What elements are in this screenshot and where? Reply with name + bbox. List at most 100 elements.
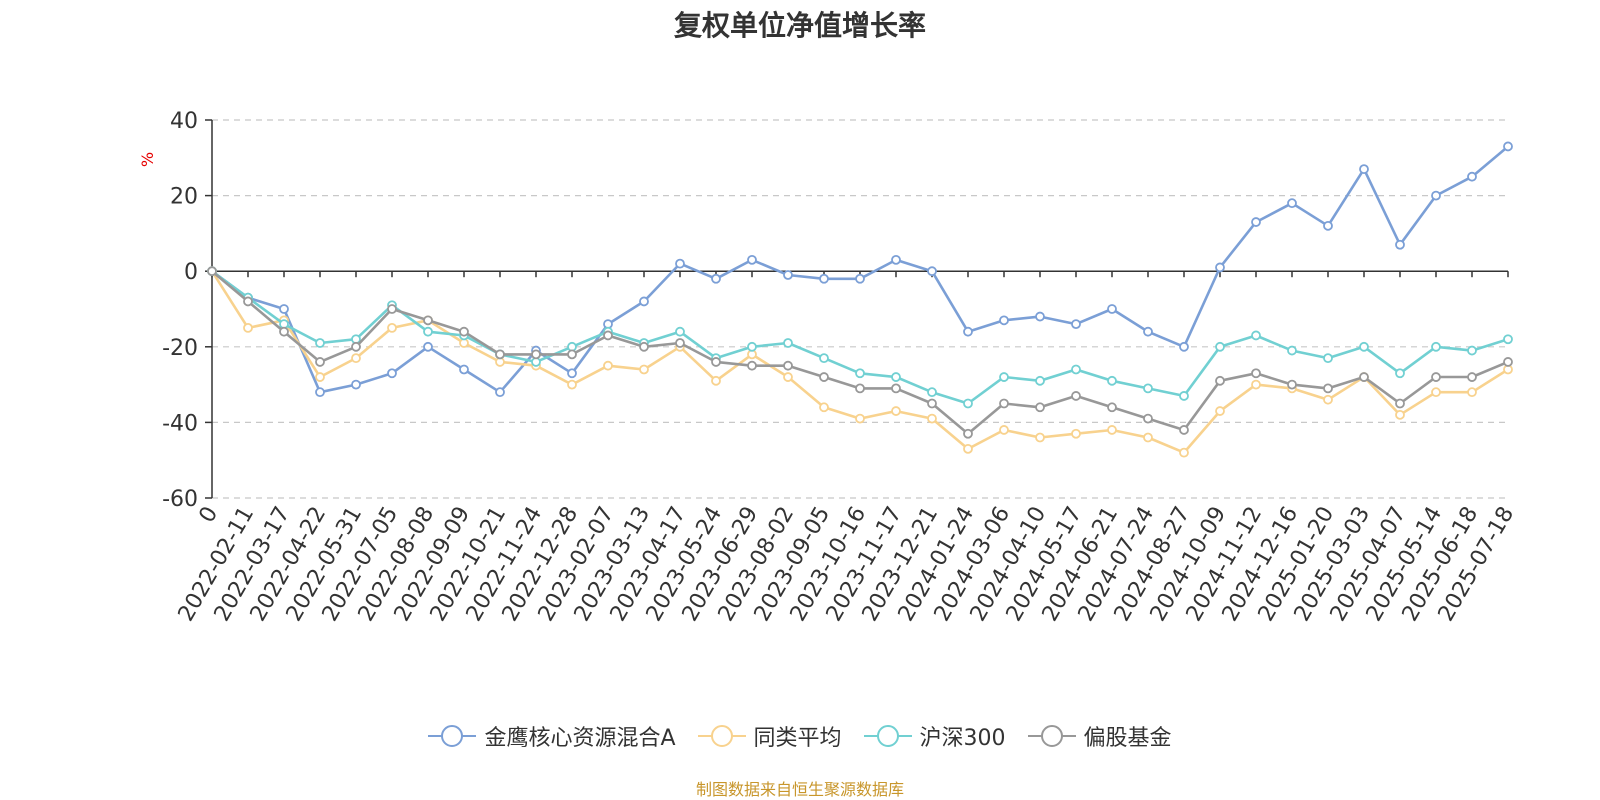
data-point [1071,391,1081,401]
data-point [531,349,541,360]
data-point [351,353,361,364]
data-point [855,273,865,284]
axes [205,119,1509,499]
data-point [1107,425,1117,435]
data-point [1107,402,1117,413]
data-point [1143,326,1153,337]
data-point [1179,425,1189,435]
data-point [999,425,1009,435]
data-point [747,341,757,352]
data-point [1431,387,1441,398]
data-point [243,296,253,307]
data-point [1107,304,1117,314]
data-point [567,368,577,379]
x-tick-labels: 02022-02-112022-03-172022-04-222022-05-3… [174,503,1520,626]
data-point [387,322,397,333]
data-point [855,413,865,424]
data-point [675,326,685,337]
data-point [1251,368,1261,379]
data-point [963,398,973,409]
data-point [1035,375,1045,386]
data-point [927,266,937,277]
data-point [747,360,757,371]
data-point [819,402,829,413]
data-point [747,254,757,265]
data-point [387,304,397,314]
data-point [927,398,937,409]
data-point [243,322,253,333]
data-point [711,273,721,284]
x-tick-label: 0 [195,503,224,528]
data-point [891,406,901,416]
data-point [1035,311,1045,322]
data-point [1395,239,1405,250]
data-point [1359,341,1369,352]
data-point [603,360,613,371]
data-point [279,304,289,314]
data-point [1179,341,1189,352]
data-point [1215,375,1225,386]
data-point [1251,330,1261,341]
data-point [1359,164,1369,175]
data-point [567,349,577,360]
data-point [1359,372,1369,382]
grid-lines [212,119,1508,499]
legend-item-peer-average[interactable]: 同类平均 [697,720,842,752]
y-tick-labels: 40 20 0 -20 -40 -60 [162,109,198,512]
data-point [567,379,577,390]
chart-plot: 02022-02-112022-03-172022-04-222022-05-3… [162,109,1520,626]
data-point [1287,379,1297,390]
data-point [1395,409,1405,420]
data-point [819,353,829,364]
data-point [1395,368,1405,379]
legend: 金鹰核心资源混合A 同类平均 沪深300 偏股基金 [0,720,1600,752]
data-point [1251,217,1261,227]
data-point [1503,357,1513,367]
data-point [1287,198,1297,209]
legend-label-equity-funds: 偏股基金 [1083,726,1172,751]
y-tick-label: 20 [170,185,198,210]
y-tick-label: -60 [162,487,198,512]
data-point [1035,402,1045,413]
data-point [603,330,613,341]
data-point [639,296,649,307]
data-point [423,341,433,352]
data-point [711,357,721,367]
data-point [1215,341,1225,352]
legend-label-fund: 金鹰核心资源混合A [484,726,676,751]
data-point [315,338,325,348]
data-point [315,387,325,398]
data-point [1395,398,1405,409]
data-point [423,315,433,326]
data-point [1323,394,1333,405]
legend-swatch-csi300 [863,725,912,747]
data-point [1467,171,1477,182]
data-point [1323,220,1333,231]
data-point [1431,190,1441,201]
series-group [207,141,1513,398]
data-point [1179,391,1189,401]
data-point [999,315,1009,326]
data-point [1071,364,1081,375]
data-point [927,387,937,398]
legend-item-equity-funds[interactable]: 偏股基金 [1027,720,1172,752]
data-point [963,428,973,439]
data-point [495,349,505,360]
data-point [639,364,649,375]
data-point [1287,345,1297,356]
data-point [1431,341,1441,352]
legend-label-csi300: 沪深300 [919,726,1006,751]
data-point [387,368,397,379]
data-point [819,372,829,382]
legend-item-csi300[interactable]: 沪深300 [863,720,1006,752]
data-point [1071,319,1081,330]
data-point [315,372,325,382]
data-point [1107,375,1117,386]
data-point [639,341,649,352]
data-point [207,266,217,277]
data-point [1215,406,1225,416]
data-point [783,372,793,382]
data-point [1143,413,1153,424]
data-point [1467,345,1477,356]
legend-item-fund[interactable]: 金鹰核心资源混合A [428,720,676,752]
